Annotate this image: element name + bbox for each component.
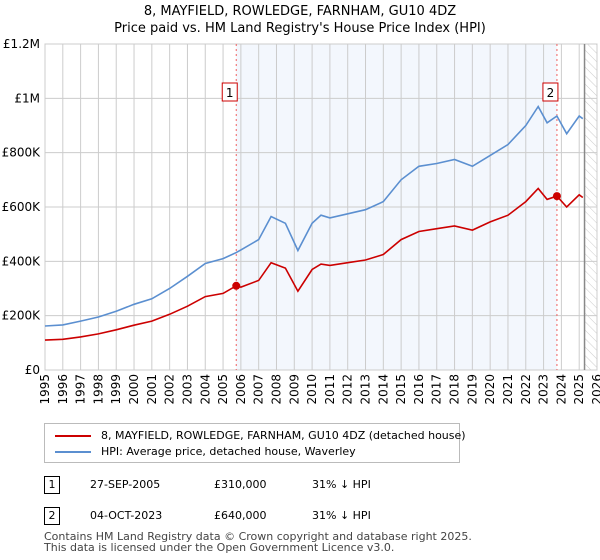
- sale-date: 04-OCT-2023: [90, 509, 163, 522]
- x-tick-label: 2005: [216, 374, 230, 405]
- sale-hpi: 31% ↓ HPI: [312, 509, 371, 522]
- footer-line-1: Contains HM Land Registry data © Crown c…: [44, 530, 472, 543]
- sale-marker-1: 1: [44, 476, 60, 494]
- chart-subtitle: Price paid vs. HM Land Registry's House …: [114, 21, 486, 36]
- footer-line-2: This data is licensed under the Open Gov…: [44, 541, 395, 554]
- x-tick-label: 2024: [554, 374, 568, 405]
- x-tick-label: 1999: [109, 374, 123, 405]
- x-tick-label: 2016: [412, 374, 426, 405]
- x-tick-label: 2011: [323, 374, 337, 405]
- sale-2-label-box: [542, 82, 559, 102]
- legend-label-property: 8, MAYFIELD, ROWLEDGE, FARNHAM, GU10 4DZ…: [101, 429, 466, 442]
- x-tick-label: 2000: [127, 374, 141, 405]
- sale-hpi: 31% ↓ HPI: [312, 478, 371, 491]
- sale-price: £640,000: [214, 509, 267, 522]
- x-tick-label: 2004: [198, 374, 212, 405]
- y-tick-label: £400K: [2, 254, 42, 268]
- y-tick-label: £800K: [2, 146, 42, 160]
- y-tick-label: £200K: [2, 309, 42, 323]
- x-tick-label: 2003: [180, 374, 194, 405]
- series-line: [44, 104, 584, 327]
- x-tick-label: 2010: [305, 374, 319, 405]
- y-tick-label: £1M: [14, 91, 40, 105]
- legend-swatch-blue: [55, 450, 91, 453]
- x-tick-label: 2007: [252, 374, 266, 405]
- y-tick-label: £0: [25, 363, 40, 377]
- y-tick-label: £600K: [2, 200, 42, 214]
- plot-border: [44, 43, 598, 371]
- x-tick-label: 2009: [287, 374, 301, 405]
- sale-2-label: 2: [547, 86, 555, 100]
- x-tick-label: 2021: [501, 374, 515, 405]
- price-chart: £0 £200K £400K £600K £800K £1M £1.2M 1995 1996 19…: [2, 37, 600, 405]
- x-tick-label: 2019: [465, 374, 479, 405]
- x-tick-label: 2018: [448, 374, 462, 405]
- x-tick-label: 2020: [483, 374, 497, 405]
- sale-date: 27-SEP-2005: [90, 478, 161, 491]
- x-tick-label: 1998: [91, 374, 105, 405]
- sale-1-point: [232, 281, 241, 290]
- x-tick-label: 1997: [74, 374, 88, 405]
- chart-title: 8, MAYFIELD, ROWLEDGE, FARNHAM, GU10 4DZ: [143, 4, 457, 19]
- legend-swatch-red: [55, 434, 91, 437]
- sale-1-label: 1: [226, 86, 234, 100]
- x-tick-label: 2026: [590, 374, 600, 405]
- x-tick-label: 2023: [537, 374, 551, 405]
- sale-1-label-box: [221, 82, 238, 102]
- x-tick-label: 2008: [269, 374, 283, 405]
- footer: Contains HM Land Registry data © Crown c…: [44, 531, 472, 553]
- x-tick-label: 2013: [359, 374, 373, 405]
- x-tick-label: 2002: [163, 374, 177, 405]
- x-tick-label: 2025: [572, 374, 586, 405]
- x-tick-label: 2015: [394, 374, 408, 405]
- series-line: [44, 187, 584, 341]
- x-tick-label: 2001: [145, 374, 159, 405]
- x-tick-label: 2012: [341, 374, 355, 405]
- x-tick-label: 2017: [430, 374, 444, 405]
- sale-marker-2: 2: [44, 507, 60, 525]
- x-tick-label: 2014: [376, 374, 390, 405]
- x-tick-label: 1996: [56, 374, 70, 405]
- y-tick-label: £1.2M: [3, 37, 40, 51]
- legend: 8, MAYFIELD, ROWLEDGE, FARNHAM, GU10 4DZ…: [44, 423, 466, 463]
- sale-2-point: [552, 192, 561, 201]
- x-tick-label: 2006: [234, 374, 248, 405]
- legend-label-hpi: HPI: Average price, detached house, Wave…: [101, 445, 356, 458]
- x-tick-label: 1995: [38, 374, 52, 405]
- x-tick-label: 2022: [519, 374, 533, 405]
- sale-price: £310,000: [214, 478, 267, 491]
